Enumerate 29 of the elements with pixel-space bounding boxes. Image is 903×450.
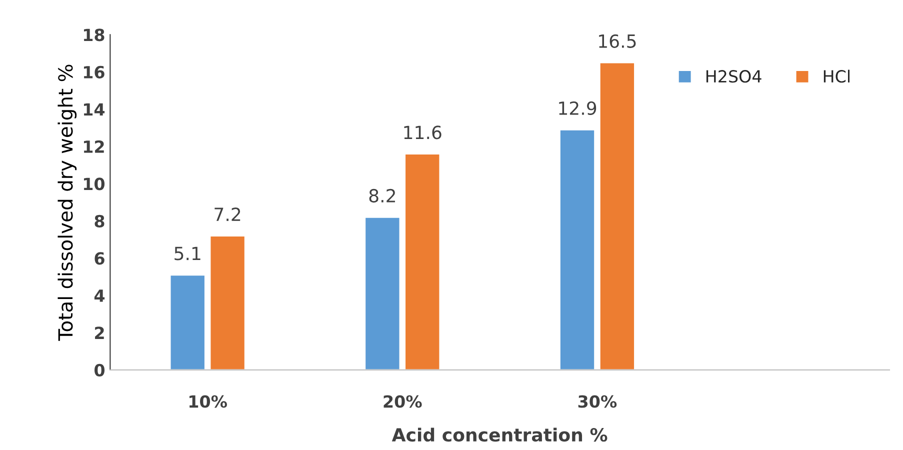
y-tick-label: 10 (84, 178, 105, 190)
data-label: 8.2 (369, 188, 395, 203)
data-label: 7.2 (214, 208, 240, 221)
y-tick-label: 6 (94, 252, 104, 265)
bar (404, 153, 441, 370)
x-tick-label: 30% (578, 395, 617, 408)
y-axis-title: Total dissolved dry weight % (58, 64, 77, 341)
data-label: 5.1 (174, 246, 200, 260)
bar (559, 128, 596, 370)
data-label: 12.9 (559, 101, 596, 116)
y-tick-label: 0 (94, 364, 105, 376)
data-label: 16.5 (599, 34, 636, 48)
bar (598, 62, 636, 370)
x-tick-label: 10% (190, 395, 227, 408)
bar (364, 216, 401, 370)
y-tick-label: 18 (84, 28, 104, 42)
legend-label: HCl (824, 70, 850, 83)
bar (169, 274, 206, 370)
x-axis-title: Acid concentration % (392, 428, 608, 442)
y-tick-label: 14 (84, 103, 105, 116)
y-tick-label: 8 (94, 214, 104, 228)
y-tick-label: 12 (84, 140, 104, 153)
y-tick-label: 2 (95, 326, 104, 339)
bar (209, 235, 246, 370)
y-tick-label: 4 (94, 290, 105, 302)
legend-label: H2SO4 (706, 70, 762, 83)
x-tick-label: 20% (384, 395, 422, 408)
data-label: 11.6 (404, 126, 442, 140)
y-tick-label: 16 (84, 66, 104, 78)
